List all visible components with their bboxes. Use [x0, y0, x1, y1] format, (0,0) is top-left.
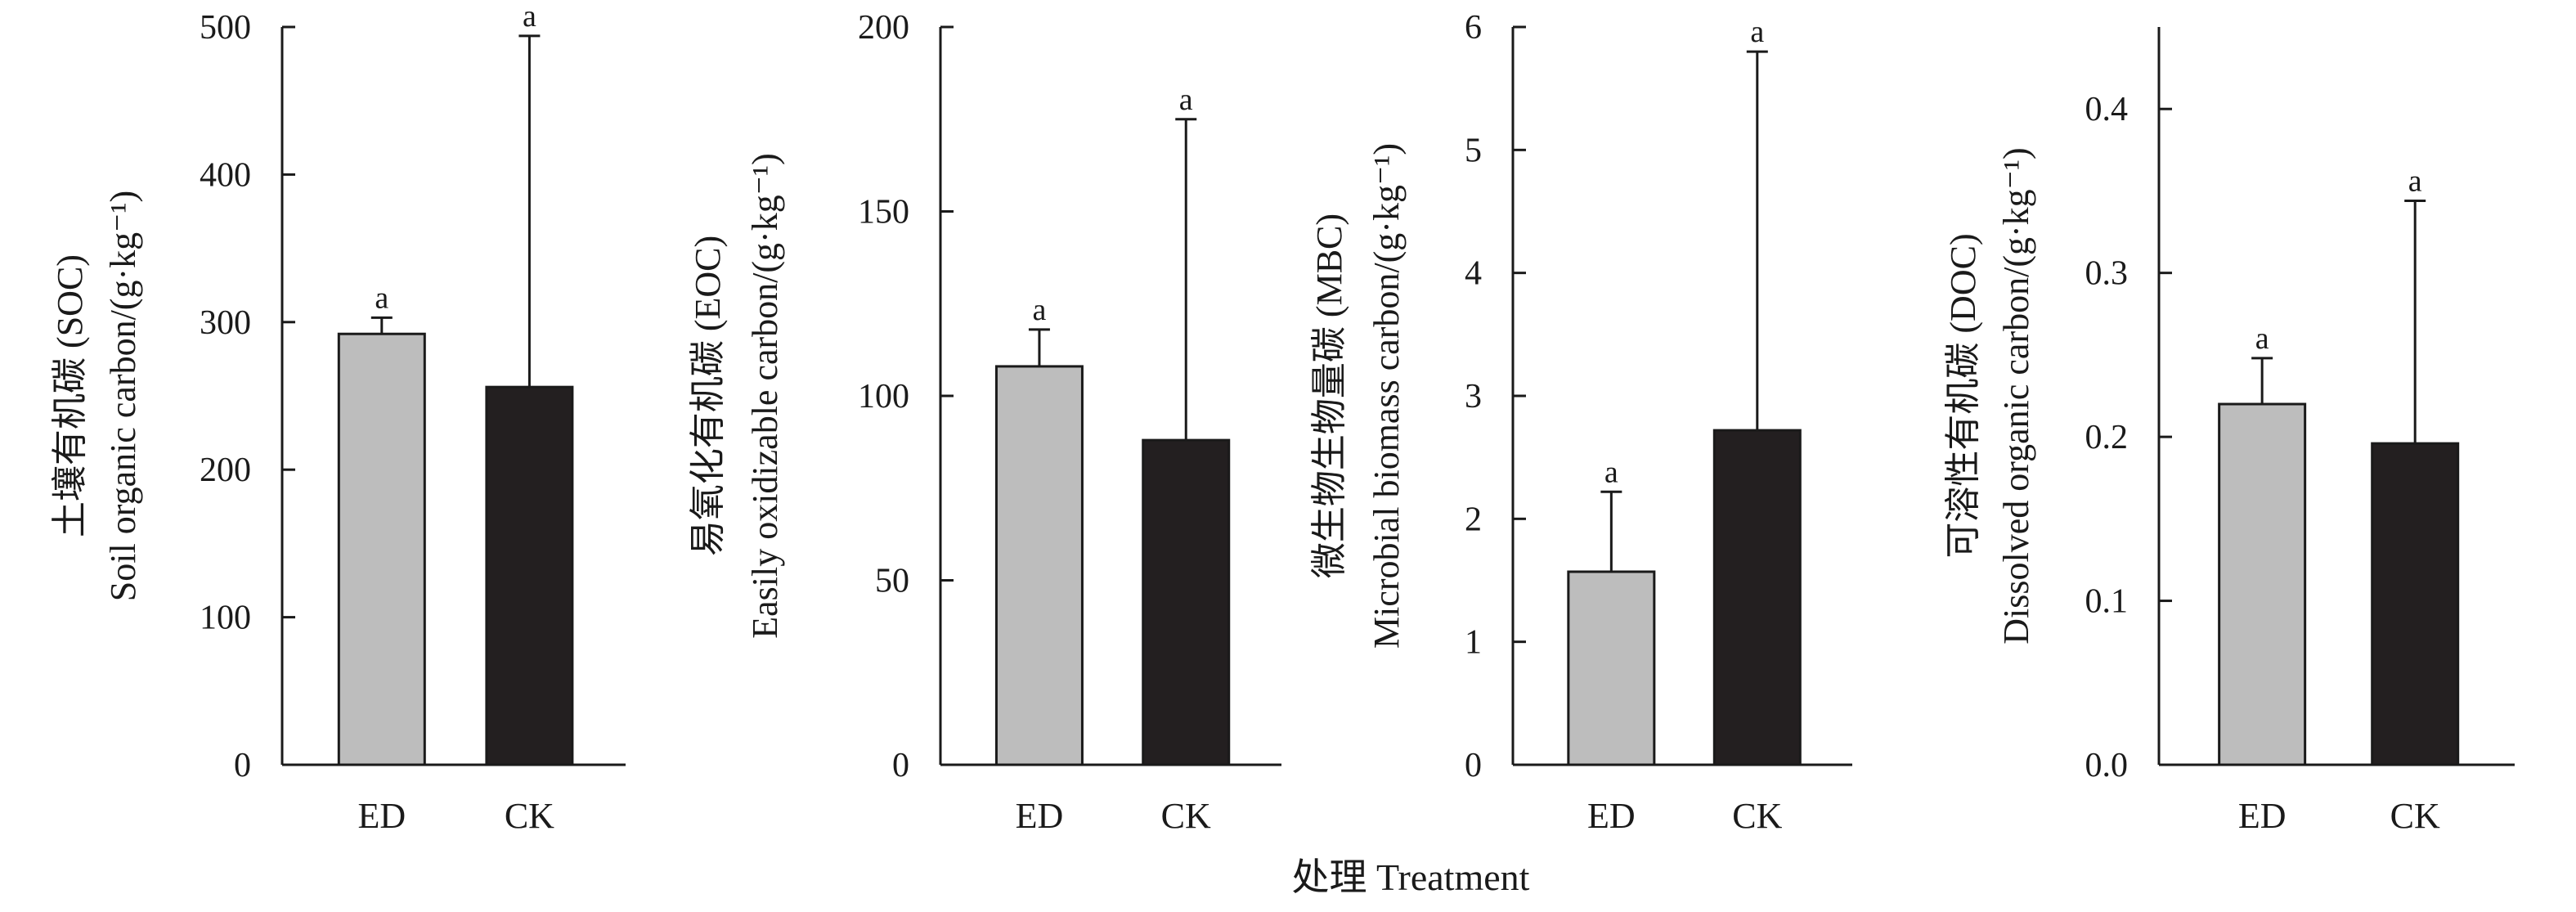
chart-panel-2: a ED a CK 0 50 100 150 200 易氧化有机碳 (EOC) Easily oxi… — [688, 9, 1281, 836]
x-tick-label-ck: CK — [505, 796, 554, 836]
y-tick-label: 0.4 — [2085, 91, 2129, 128]
y-tick-label: 500 — [200, 9, 251, 47]
y-tick-label: 300 — [200, 304, 251, 342]
y-axis-title-cn: 可溶性有机碳 (DOC) — [1943, 233, 1983, 558]
significance-label-ck: a — [2408, 164, 2422, 198]
significance-label-ed: a — [1604, 455, 1618, 489]
y-axis-title-en: Soil organic carbon/(g·kg⁻¹) — [103, 191, 143, 601]
y-tick-label: 0.3 — [2085, 255, 2129, 293]
y-tick-label: 200 — [200, 452, 251, 489]
bar-ck — [1142, 438, 1231, 766]
y-tick-label: 3 — [1465, 378, 1482, 416]
x-tick-label-ed: ED — [1587, 796, 1636, 836]
y-tick-label: 4 — [1465, 255, 1482, 293]
x-tick-label-ck: CK — [2390, 796, 2440, 836]
significance-label-ck: a — [1750, 15, 1764, 49]
x-tick-label-ed: ED — [357, 796, 406, 836]
y-tick-label: 50 — [875, 563, 909, 600]
y-axis-title-en: Dissolved organic carbon/(g·kg⁻¹) — [1996, 147, 2036, 644]
x-axis-title: 处理 Treatment — [1292, 856, 1530, 898]
bar-ed — [2218, 402, 2307, 766]
y-tick-label: 0 — [1465, 747, 1482, 784]
chart-panel-4: a ED a CK 0.0 0.1 0.2 0.3 0.4 可溶性有机碳 (DOC) Dissolv… — [1943, 27, 2515, 836]
significance-label-ed: a — [1032, 293, 1046, 327]
bar-ck — [1712, 429, 1802, 766]
bar-ed — [994, 365, 1084, 766]
y-tick-label: 5 — [1465, 132, 1482, 169]
y-axis-title-cn: 土壤有机碳 (SOC) — [50, 254, 90, 537]
y-axis-title-cn: 微生物生物量碳 (MBC) — [1309, 213, 1349, 578]
x-tick-label-ed: ED — [2238, 796, 2287, 836]
bar-ed — [337, 332, 426, 766]
bar-ed — [1567, 570, 1656, 766]
y-tick-label: 0.2 — [2085, 419, 2129, 456]
y-tick-label: 200 — [858, 9, 909, 47]
significance-label-ck: a — [1179, 83, 1193, 117]
y-tick-label: 100 — [858, 378, 909, 416]
chart-panel-1: a ED a CK 0 100 200 300 400 500 土壤有机碳 (SOC) Soil or… — [50, 0, 626, 836]
significance-label-ed: a — [2255, 321, 2269, 356]
y-tick-label: 0.1 — [2085, 583, 2129, 621]
bar-ck — [2371, 442, 2460, 766]
x-tick-label-ed: ED — [1016, 796, 1064, 836]
y-tick-label: 0 — [892, 747, 909, 784]
x-tick-label-ck: CK — [1732, 796, 1782, 836]
y-axis-title-en: Easily oxidizable carbon/(g·kg⁻¹) — [745, 153, 785, 639]
bar-ck — [485, 385, 574, 766]
significance-label-ck: a — [523, 0, 536, 34]
y-axis-title-cn: 易氧化有机碳 (EOC) — [688, 236, 728, 556]
y-tick-label: 6 — [1465, 9, 1482, 47]
y-tick-label: 0 — [234, 747, 251, 784]
y-tick-label: 0.0 — [2085, 747, 2129, 784]
y-tick-label: 150 — [858, 194, 909, 231]
y-tick-label: 100 — [200, 600, 251, 637]
significance-label-ed: a — [375, 281, 388, 315]
y-axis-title-en: Microbial biomass carbon/(g·kg⁻¹) — [1367, 143, 1407, 649]
y-tick-label: 2 — [1465, 501, 1482, 538]
y-tick-label: 1 — [1465, 624, 1482, 662]
y-tick-label: 400 — [200, 156, 251, 194]
x-tick-label-ck: CK — [1161, 796, 1211, 836]
chart-panel-3: a ED a CK 0 1 2 3 4 5 6 微生物生物量碳 (MBC) Microbial biom… — [1309, 9, 1852, 836]
